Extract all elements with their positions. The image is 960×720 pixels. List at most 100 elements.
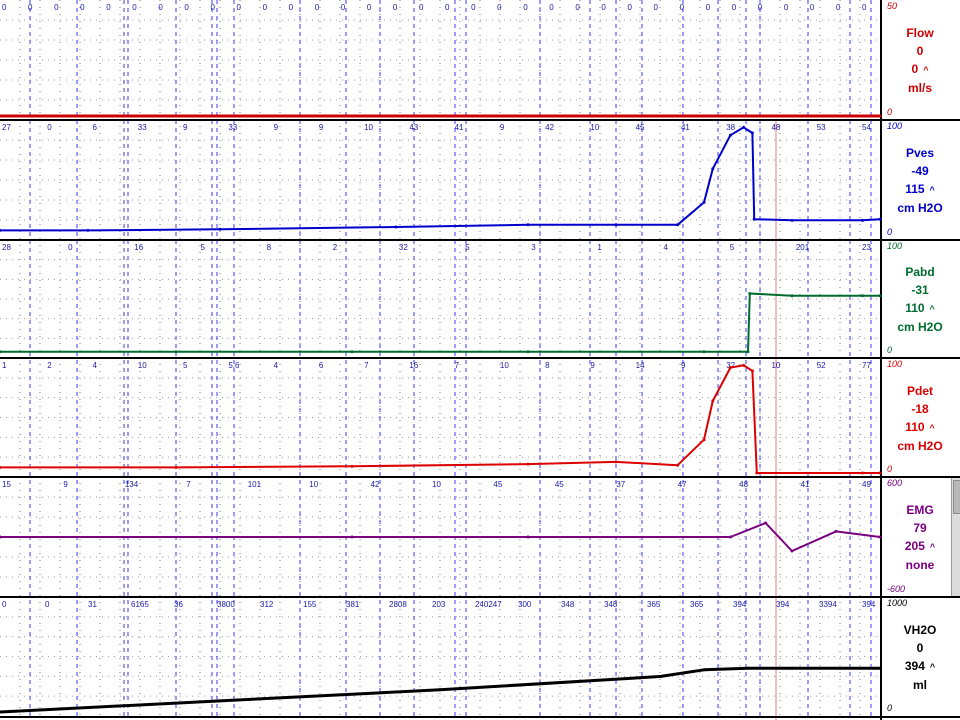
pabd-data-point: [860, 294, 864, 298]
pdet-data-point: [728, 366, 732, 370]
flow-peak-value: 0: [911, 62, 919, 76]
pves-marker-value: 42: [545, 123, 554, 132]
pdet-marker-value: 4: [274, 361, 279, 370]
pabd-marker-value: 201: [796, 243, 810, 252]
pabd-data-point: [748, 292, 752, 295]
pdet-data-point: [878, 471, 882, 475]
pabd-data-point: [790, 294, 794, 298]
vh2o-data-point: [790, 666, 794, 670]
pves-marker-value: 9: [319, 123, 324, 132]
pves-peak-value: 115: [905, 182, 925, 196]
pdet-peak-value: 110: [905, 420, 925, 434]
pabd-unit: cm H2O: [897, 320, 943, 334]
vh2o-data-point: [658, 674, 662, 678]
flow-scale-min: 0: [887, 107, 893, 117]
emg-marker-value: 48: [739, 480, 748, 489]
pves-data-point: [702, 200, 706, 204]
flow-data-point: [742, 114, 746, 118]
pdet-data-point: [614, 460, 618, 464]
pdet-current-value: -18: [911, 402, 929, 416]
peak-arrow-icon: ^: [929, 423, 935, 433]
vh2o-data-point: [746, 666, 750, 670]
pabd-data-point: [526, 350, 530, 354]
pabd-marker-value: 5: [200, 243, 205, 252]
pves-data-point: [860, 218, 864, 222]
emg-current-value: 79: [913, 521, 927, 535]
pdet-unit: cm H2O: [897, 439, 943, 453]
vh2o-marker-value: 365: [690, 600, 704, 609]
pves-scale-min: 0: [887, 227, 893, 237]
emg-marker-value: 15: [2, 480, 11, 489]
emg-data-point: [790, 549, 794, 553]
pves-data-point: [394, 225, 398, 229]
flow-marker-value: 0: [367, 3, 372, 12]
flow-scale-max: 50: [887, 1, 898, 11]
vh2o-marker-value: 394: [733, 600, 747, 609]
vh2o-marker-value: 3800: [217, 600, 235, 609]
pdet-scale-max: 100: [887, 359, 903, 369]
flow-marker-value: 0: [210, 3, 215, 12]
pves-marker-value: 41: [681, 123, 690, 132]
pves-data-point: [526, 223, 530, 227]
flow-marker-value: 0: [289, 3, 294, 12]
emg-unit: none: [905, 558, 935, 572]
pves-marker-value: 6: [93, 123, 98, 132]
vh2o-marker-value: 348: [604, 600, 618, 609]
flow-marker-value: 0: [237, 3, 242, 12]
peak-arrow-icon: ^: [929, 185, 935, 195]
emg-marker-value: 7: [186, 480, 191, 489]
emg-data-point: [0, 535, 2, 539]
pabd-marker-value: 8: [267, 243, 272, 252]
peak-arrow-icon: ^: [923, 65, 929, 75]
pves-data-point: [752, 217, 756, 221]
pdet-marker-value: 2: [47, 361, 52, 370]
pdet-marker-value: 77: [862, 361, 871, 370]
pves-channel-name: Pves: [905, 146, 935, 160]
pdet-marker-value: 5.6: [228, 361, 240, 370]
flow-unit: ml/s: [907, 81, 932, 95]
emg-scrollbar-thumb[interactable]: [953, 480, 960, 514]
pabd-marker-value: 5: [730, 243, 735, 252]
flow-marker-value: 0: [575, 3, 580, 12]
flow-marker-value: 0: [523, 3, 528, 12]
pves-data-point: [790, 218, 794, 222]
vh2o-marker-value: 3394: [819, 600, 837, 609]
emg-scrollbar[interactable]: [951, 478, 960, 596]
pabd-current-value: -31: [911, 283, 929, 297]
pdet-peak-value-row: 110 ^: [884, 418, 956, 437]
emg-data-point: [350, 535, 354, 539]
vh2o-marker-value: 381: [346, 600, 360, 609]
flow-marker-value: 0: [184, 3, 189, 12]
pves-data-point: [878, 217, 882, 221]
emg-data-point: [728, 535, 732, 539]
vh2o-marker-value: 240247: [475, 600, 502, 609]
pabd-data-point: [702, 350, 706, 354]
flow-marker-value: 0: [706, 3, 711, 12]
flow-marker-value: 0: [315, 3, 320, 12]
vh2o-marker-value: 365: [647, 600, 661, 609]
flow-current-value: 0: [916, 44, 924, 58]
flow-marker-value: 0: [54, 3, 59, 12]
pabd-data-point: [0, 350, 2, 354]
pdet-marker-value: 8: [545, 361, 550, 370]
flow-data-point: [750, 114, 754, 118]
emg-data-point: [526, 535, 530, 539]
vh2o-peak-value: 394: [904, 659, 925, 673]
vh2o-marker-value: 36: [174, 600, 183, 609]
vh2o-unit: ml: [912, 678, 927, 692]
pves-data-point: [676, 223, 680, 227]
pves-current-value: -49: [911, 164, 929, 178]
pves-marker-value: 9: [500, 123, 505, 132]
pves-marker-value: 10: [364, 123, 373, 132]
pabd-marker-value: 16: [134, 243, 143, 252]
pves-marker-value: 53: [817, 123, 826, 132]
flow-marker-value: 0: [654, 3, 659, 12]
pdet-data-point: [174, 465, 178, 469]
pves-marker-value: 10: [590, 123, 599, 132]
pdet-marker-value: 1: [2, 361, 7, 370]
pabd-data-point: [174, 350, 178, 354]
pabd-data-point: [878, 294, 882, 298]
flow-marker-value: 0: [445, 3, 450, 12]
emg-marker-value: 134: [125, 480, 139, 489]
